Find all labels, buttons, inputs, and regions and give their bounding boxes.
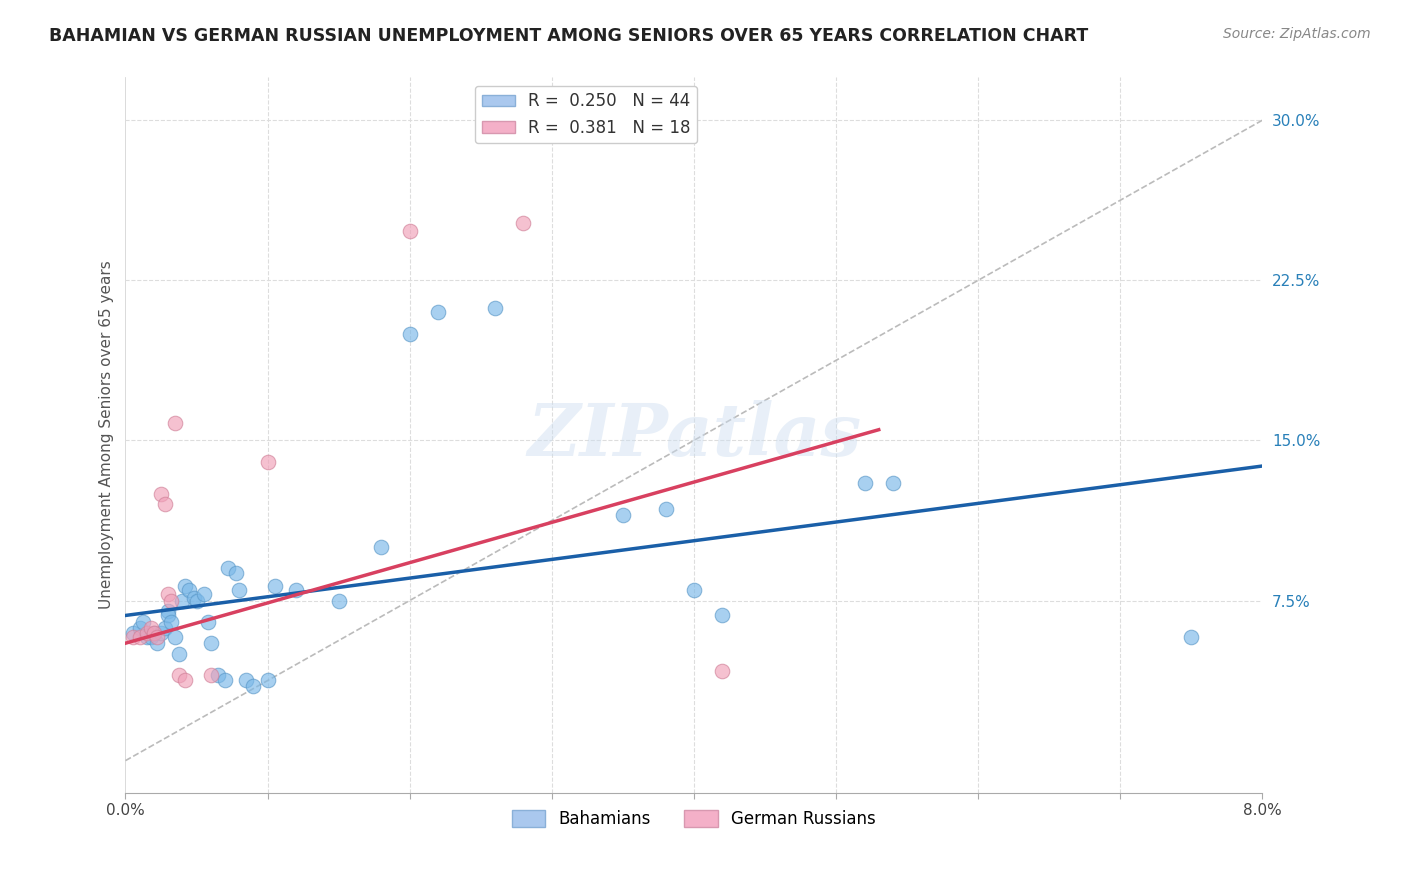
Point — [256, 455, 278, 469]
Point — [128, 630, 150, 644]
Point — [139, 630, 162, 644]
Point — [207, 668, 229, 682]
Point — [225, 566, 247, 580]
Point — [1180, 630, 1202, 644]
Point — [174, 578, 197, 592]
Point — [214, 673, 236, 687]
Text: Source: ZipAtlas.com: Source: ZipAtlas.com — [1223, 27, 1371, 41]
Point — [200, 668, 222, 682]
Point — [155, 498, 177, 512]
Point — [197, 615, 219, 629]
Text: BAHAMIAN VS GERMAN RUSSIAN UNEMPLOYMENT AMONG SENIORS OVER 65 YEARS CORRELATION : BAHAMIAN VS GERMAN RUSSIAN UNEMPLOYMENT … — [49, 27, 1088, 45]
Point — [398, 326, 420, 341]
Point — [186, 593, 208, 607]
Point — [172, 593, 194, 607]
Point — [370, 540, 392, 554]
Point — [142, 625, 165, 640]
Point — [135, 630, 157, 644]
Point — [256, 673, 278, 687]
Point — [683, 582, 706, 597]
Point — [169, 647, 191, 661]
Point — [328, 593, 350, 607]
Point — [157, 604, 180, 618]
Point — [121, 630, 143, 644]
Point — [711, 664, 734, 678]
Point — [139, 621, 162, 635]
Point — [612, 508, 634, 522]
Point — [217, 561, 239, 575]
Point — [165, 417, 187, 431]
Point — [157, 608, 180, 623]
Point — [142, 625, 165, 640]
Point — [169, 668, 191, 682]
Y-axis label: Unemployment Among Seniors over 65 years: Unemployment Among Seniors over 65 years — [100, 260, 114, 609]
Point — [150, 487, 173, 501]
Point — [174, 673, 197, 687]
Point — [121, 625, 143, 640]
Point — [398, 224, 420, 238]
Point — [145, 630, 167, 644]
Point — [228, 582, 250, 597]
Point — [263, 578, 285, 592]
Point — [242, 679, 264, 693]
Point — [654, 501, 676, 516]
Point — [711, 608, 734, 623]
Point — [235, 673, 257, 687]
Point — [157, 587, 180, 601]
Point — [882, 476, 904, 491]
Point — [183, 591, 205, 606]
Point — [200, 636, 222, 650]
Point — [853, 476, 876, 491]
Text: ZIPatlas: ZIPatlas — [527, 400, 860, 471]
Point — [150, 625, 173, 640]
Point — [160, 593, 183, 607]
Point — [131, 615, 153, 629]
Point — [427, 305, 450, 319]
Point — [285, 582, 308, 597]
Point — [193, 587, 215, 601]
Point — [160, 615, 183, 629]
Legend: Bahamians, German Russians: Bahamians, German Russians — [505, 803, 883, 834]
Point — [135, 625, 157, 640]
Point — [165, 630, 187, 644]
Point — [484, 301, 506, 315]
Point — [155, 621, 177, 635]
Point — [145, 636, 167, 650]
Point — [128, 621, 150, 635]
Point — [179, 582, 201, 597]
Point — [512, 216, 534, 230]
